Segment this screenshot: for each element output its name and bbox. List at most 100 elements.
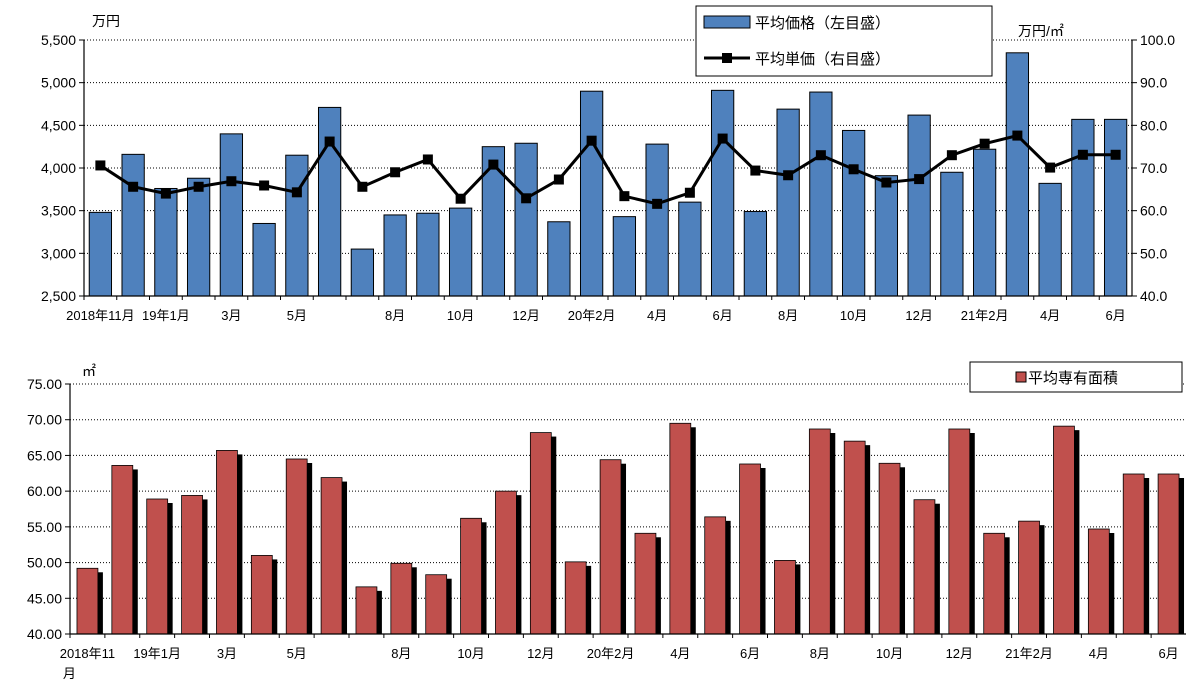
- unit-price-point: [160, 188, 171, 199]
- unit-price-point: [946, 150, 957, 161]
- area-bar: [495, 490, 517, 635]
- left-y-tick-label: 5,500: [41, 32, 76, 48]
- x-tick-label: 6月: [1158, 646, 1178, 661]
- price-bar: [1005, 52, 1030, 297]
- x-tick-label: 8月: [391, 646, 411, 661]
- unit-price-point: [914, 174, 925, 185]
- price-bar: [121, 153, 145, 297]
- x-tick-label: 8月: [810, 646, 830, 661]
- unit-price-point: [1012, 130, 1023, 141]
- area-bar: [878, 462, 901, 635]
- legend-chart1: 平均価格（左目盛） 平均単価（右目盛）: [695, 5, 993, 77]
- area-bar: [76, 567, 99, 635]
- left-y-tick-label: 4,000: [41, 160, 76, 176]
- unit-price-point: [750, 165, 761, 176]
- x-tick-label: 5月: [287, 308, 307, 323]
- price-bar: [350, 248, 375, 297]
- x-tick-label: 4月: [1040, 308, 1060, 323]
- y-tick-label: 65.00: [27, 447, 62, 463]
- x-tick-label: 10月: [457, 646, 484, 661]
- right-y-tick-label: 70.0: [1140, 160, 1167, 176]
- x-tick-label: 10月: [840, 308, 867, 323]
- left-y-tick-label: 5,000: [41, 75, 76, 91]
- y-tick-label: 40.00: [27, 626, 62, 642]
- unit-price-point: [652, 198, 663, 209]
- price-bar: [841, 129, 866, 297]
- left-y-tick-label: 3,500: [41, 203, 76, 219]
- x-tick-label: 19年1月: [142, 308, 190, 323]
- area-bar: [146, 498, 169, 635]
- price-bar: [940, 171, 964, 297]
- x-tick-label-wrap: 月: [63, 666, 76, 681]
- x-tick-label: 21年2月: [961, 308, 1009, 323]
- x-tick-label: 2018年11: [60, 646, 115, 661]
- x-tick-label: 12月: [527, 646, 554, 661]
- unit-price-point: [95, 160, 106, 171]
- right-y-tick-label: 100.0: [1140, 32, 1175, 48]
- area-bar: [529, 432, 552, 635]
- area-unit-label: ㎡: [82, 363, 96, 379]
- unit-price-point: [553, 174, 564, 185]
- x-tick-label: 12月: [905, 308, 932, 323]
- area-bar: [390, 562, 413, 635]
- x-tick-label: 4月: [670, 646, 690, 661]
- legend-swatch-area: [1015, 371, 1027, 383]
- area-bar: [1053, 425, 1075, 635]
- price-bar: [612, 216, 637, 297]
- x-tick-label: 8月: [385, 308, 405, 323]
- y-tick-label: 60.00: [27, 483, 62, 499]
- area-bar: [1087, 528, 1110, 635]
- left-y-tick-label: 4,500: [41, 117, 76, 133]
- x-tick-label: 12月: [512, 308, 539, 323]
- y-tick-label: 55.00: [27, 519, 62, 535]
- price-bar: [383, 214, 407, 297]
- price-bar: [88, 211, 113, 297]
- unit-price-point: [422, 154, 433, 165]
- legend-label-unit-price: 平均単価（右目盛）: [755, 51, 890, 68]
- price-bar: [1103, 118, 1128, 297]
- unit-price-point: [357, 181, 368, 192]
- y-tick-label: 70.00: [27, 412, 62, 428]
- right-y-tick-label: 90.0: [1140, 75, 1167, 91]
- right-y-tick-label: 50.0: [1140, 245, 1167, 261]
- price-bar: [219, 133, 244, 297]
- unit-price-point: [128, 181, 139, 192]
- left-y-tick-label: 3,000: [41, 245, 76, 261]
- area-bar: [250, 555, 273, 635]
- area-bar: [808, 428, 831, 635]
- price-bar: [317, 106, 342, 297]
- unit-price-point: [783, 170, 794, 181]
- unit-price-point: [1077, 149, 1088, 160]
- price-bar: [1071, 118, 1095, 297]
- price-bar: [710, 89, 735, 297]
- area-bar: [669, 422, 692, 635]
- area-bar: [285, 458, 308, 635]
- area-bar: [425, 574, 448, 635]
- x-tick-label: 5月: [287, 646, 307, 661]
- x-tick-label: 4月: [647, 308, 667, 323]
- area-bar: [460, 517, 482, 635]
- legend-swatch-price: [703, 15, 751, 29]
- price-bar: [1038, 182, 1062, 297]
- right-y-tick-label: 80.0: [1140, 117, 1167, 133]
- x-tick-label: 3月: [217, 646, 237, 661]
- x-tick-label: 2018年11月: [66, 308, 134, 323]
- area-bar: [355, 586, 378, 635]
- unit-price-point: [717, 133, 728, 144]
- area-bar: [913, 499, 936, 635]
- price-bar: [972, 148, 997, 297]
- right-y-tick-label: 60.0: [1140, 203, 1167, 219]
- area-bar: [564, 561, 587, 635]
- unit-price-point: [979, 138, 990, 149]
- area-bar: [320, 477, 343, 635]
- legend-label-area: 平均専有面積: [1028, 370, 1118, 387]
- unit-price-point: [619, 191, 630, 202]
- legend-swatch-unit-price-marker: [722, 53, 732, 63]
- area-bar: [948, 428, 971, 635]
- x-tick-label: 8月: [778, 308, 798, 323]
- price-bar: [678, 201, 702, 297]
- unit-price-point: [848, 164, 859, 175]
- area-bar: [634, 532, 657, 635]
- area-bar: [599, 459, 622, 635]
